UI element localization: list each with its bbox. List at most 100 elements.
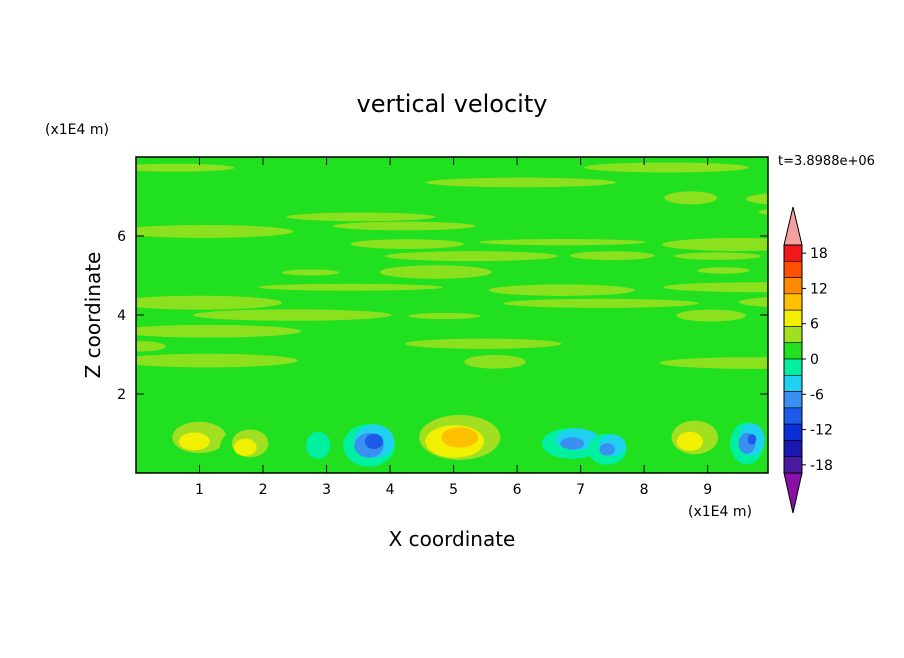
- cell-updraft: [656, 417, 723, 466]
- texture-streak: [408, 312, 481, 320]
- colorbar-swatch: [783, 358, 803, 376]
- colorbar-swatch: [783, 374, 803, 392]
- colorbar-tick-label: -12: [810, 423, 833, 439]
- cell-downdraft: [541, 427, 603, 459]
- texture-streak: [673, 252, 762, 260]
- x-tick-label: 1: [195, 482, 204, 498]
- colorbar-swatch: [783, 244, 803, 262]
- texture-streak: [488, 284, 635, 296]
- texture-streak: [584, 162, 750, 173]
- texture-streak: [192, 309, 392, 321]
- texture-streak: [333, 221, 476, 231]
- texture-streak: [257, 283, 443, 291]
- colorbar-min-triangle: [783, 472, 803, 514]
- colorbar-tick-label: -6: [810, 387, 824, 403]
- texture-streak: [661, 238, 768, 252]
- colorbar-tick-label: 18: [810, 246, 828, 262]
- colorbar-swatch: [783, 342, 803, 360]
- y-tick-label: 6: [117, 229, 126, 245]
- x-tick-label: 7: [576, 482, 585, 498]
- x-unit-label: (x1E4 m): [688, 504, 752, 520]
- y-axis: 2 4 6: [117, 229, 768, 403]
- texture-streak: [136, 353, 298, 368]
- texture-streak: [503, 298, 699, 308]
- texture-streak: [659, 357, 768, 369]
- colorbar-max-triangle: [783, 206, 803, 246]
- texture-streak: [404, 338, 562, 349]
- texture-streak: [464, 354, 526, 369]
- texture-streak: [745, 193, 768, 205]
- texture-streak: [136, 341, 166, 352]
- texture-streak: [286, 212, 436, 222]
- colorbar-swatch: [783, 309, 803, 327]
- texture-streak: [738, 297, 768, 308]
- colorbar-tick-label: 6: [810, 317, 819, 333]
- texture-streak: [136, 295, 282, 310]
- texture-streak: [136, 163, 235, 172]
- colorbar-swatch: [783, 440, 803, 458]
- texture-streak: [384, 251, 558, 262]
- x-tick-label: 3: [322, 482, 331, 498]
- contour-level: [441, 427, 479, 448]
- cell-updraft: [220, 428, 271, 467]
- y-tick-label: 4: [117, 308, 126, 324]
- colorbar-tick-label: 0: [810, 352, 819, 368]
- plot-area: [136, 157, 768, 473]
- y-tick-label: 2: [117, 387, 126, 403]
- texture-streak: [663, 282, 768, 293]
- cell-downdraft: [343, 423, 395, 467]
- cell-updraft: [155, 419, 234, 464]
- contour-level: [233, 438, 257, 457]
- contour-level: [560, 437, 585, 450]
- x-tick-label: 5: [449, 482, 458, 498]
- colorbar-tick-label: -18: [810, 458, 833, 474]
- texture-bands: [136, 162, 768, 369]
- texture-streak: [136, 224, 294, 238]
- texture-streak: [379, 265, 492, 279]
- texture-streak: [478, 239, 646, 246]
- x-axis-label: X coordinate: [389, 527, 516, 551]
- texture-streak: [569, 251, 655, 261]
- texture-streak: [136, 324, 302, 338]
- texture-streak: [664, 191, 718, 205]
- colorbar: 18 12 6 0 -6 -12 -18: [783, 206, 833, 514]
- colorbar-swatch: [783, 293, 803, 311]
- texture-streak: [676, 309, 746, 322]
- colorbar-swatch: [783, 260, 803, 278]
- texture-streak: [281, 269, 340, 276]
- x-axis: 1 2 3 4 5 6 7 8 9: [195, 157, 712, 498]
- contour-level: [178, 432, 210, 451]
- x-tick-label: 4: [386, 482, 395, 498]
- x-tick-label: 9: [703, 482, 712, 498]
- texture-streak: [425, 177, 617, 188]
- contour-level: [364, 433, 384, 450]
- colorbar-swatch: [783, 326, 803, 344]
- texture-streak: [350, 239, 464, 249]
- cell-downdraft: [305, 431, 331, 460]
- x-tick-label: 8: [640, 482, 649, 498]
- cell-downdraft: [587, 433, 627, 465]
- colorbar-swatch: [783, 407, 803, 425]
- texture-streak: [697, 267, 750, 274]
- colorbar-swatch: [783, 456, 803, 474]
- contour-cells: [155, 412, 765, 470]
- x-tick-label: 6: [513, 482, 522, 498]
- cell-downdraft: [730, 422, 765, 465]
- contour-level: [676, 431, 704, 452]
- chart-title: vertical velocity: [357, 90, 548, 118]
- colorbar-swatch: [783, 391, 803, 409]
- contour-level: [599, 443, 615, 456]
- colorbar-swatch: [783, 277, 803, 295]
- x-tick-label: 2: [259, 482, 268, 498]
- cell-updraft: [403, 412, 507, 470]
- time-label: t=3.8988e+06: [778, 154, 875, 169]
- texture-streak: [758, 209, 768, 215]
- contour-level: [747, 434, 757, 445]
- contour-level: [305, 431, 331, 460]
- y-axis-label: Z coordinate: [81, 252, 105, 379]
- colorbar-tick-label: 12: [810, 281, 828, 297]
- colorbar-swatch: [783, 423, 803, 441]
- y-unit-label: (x1E4 m): [45, 122, 109, 138]
